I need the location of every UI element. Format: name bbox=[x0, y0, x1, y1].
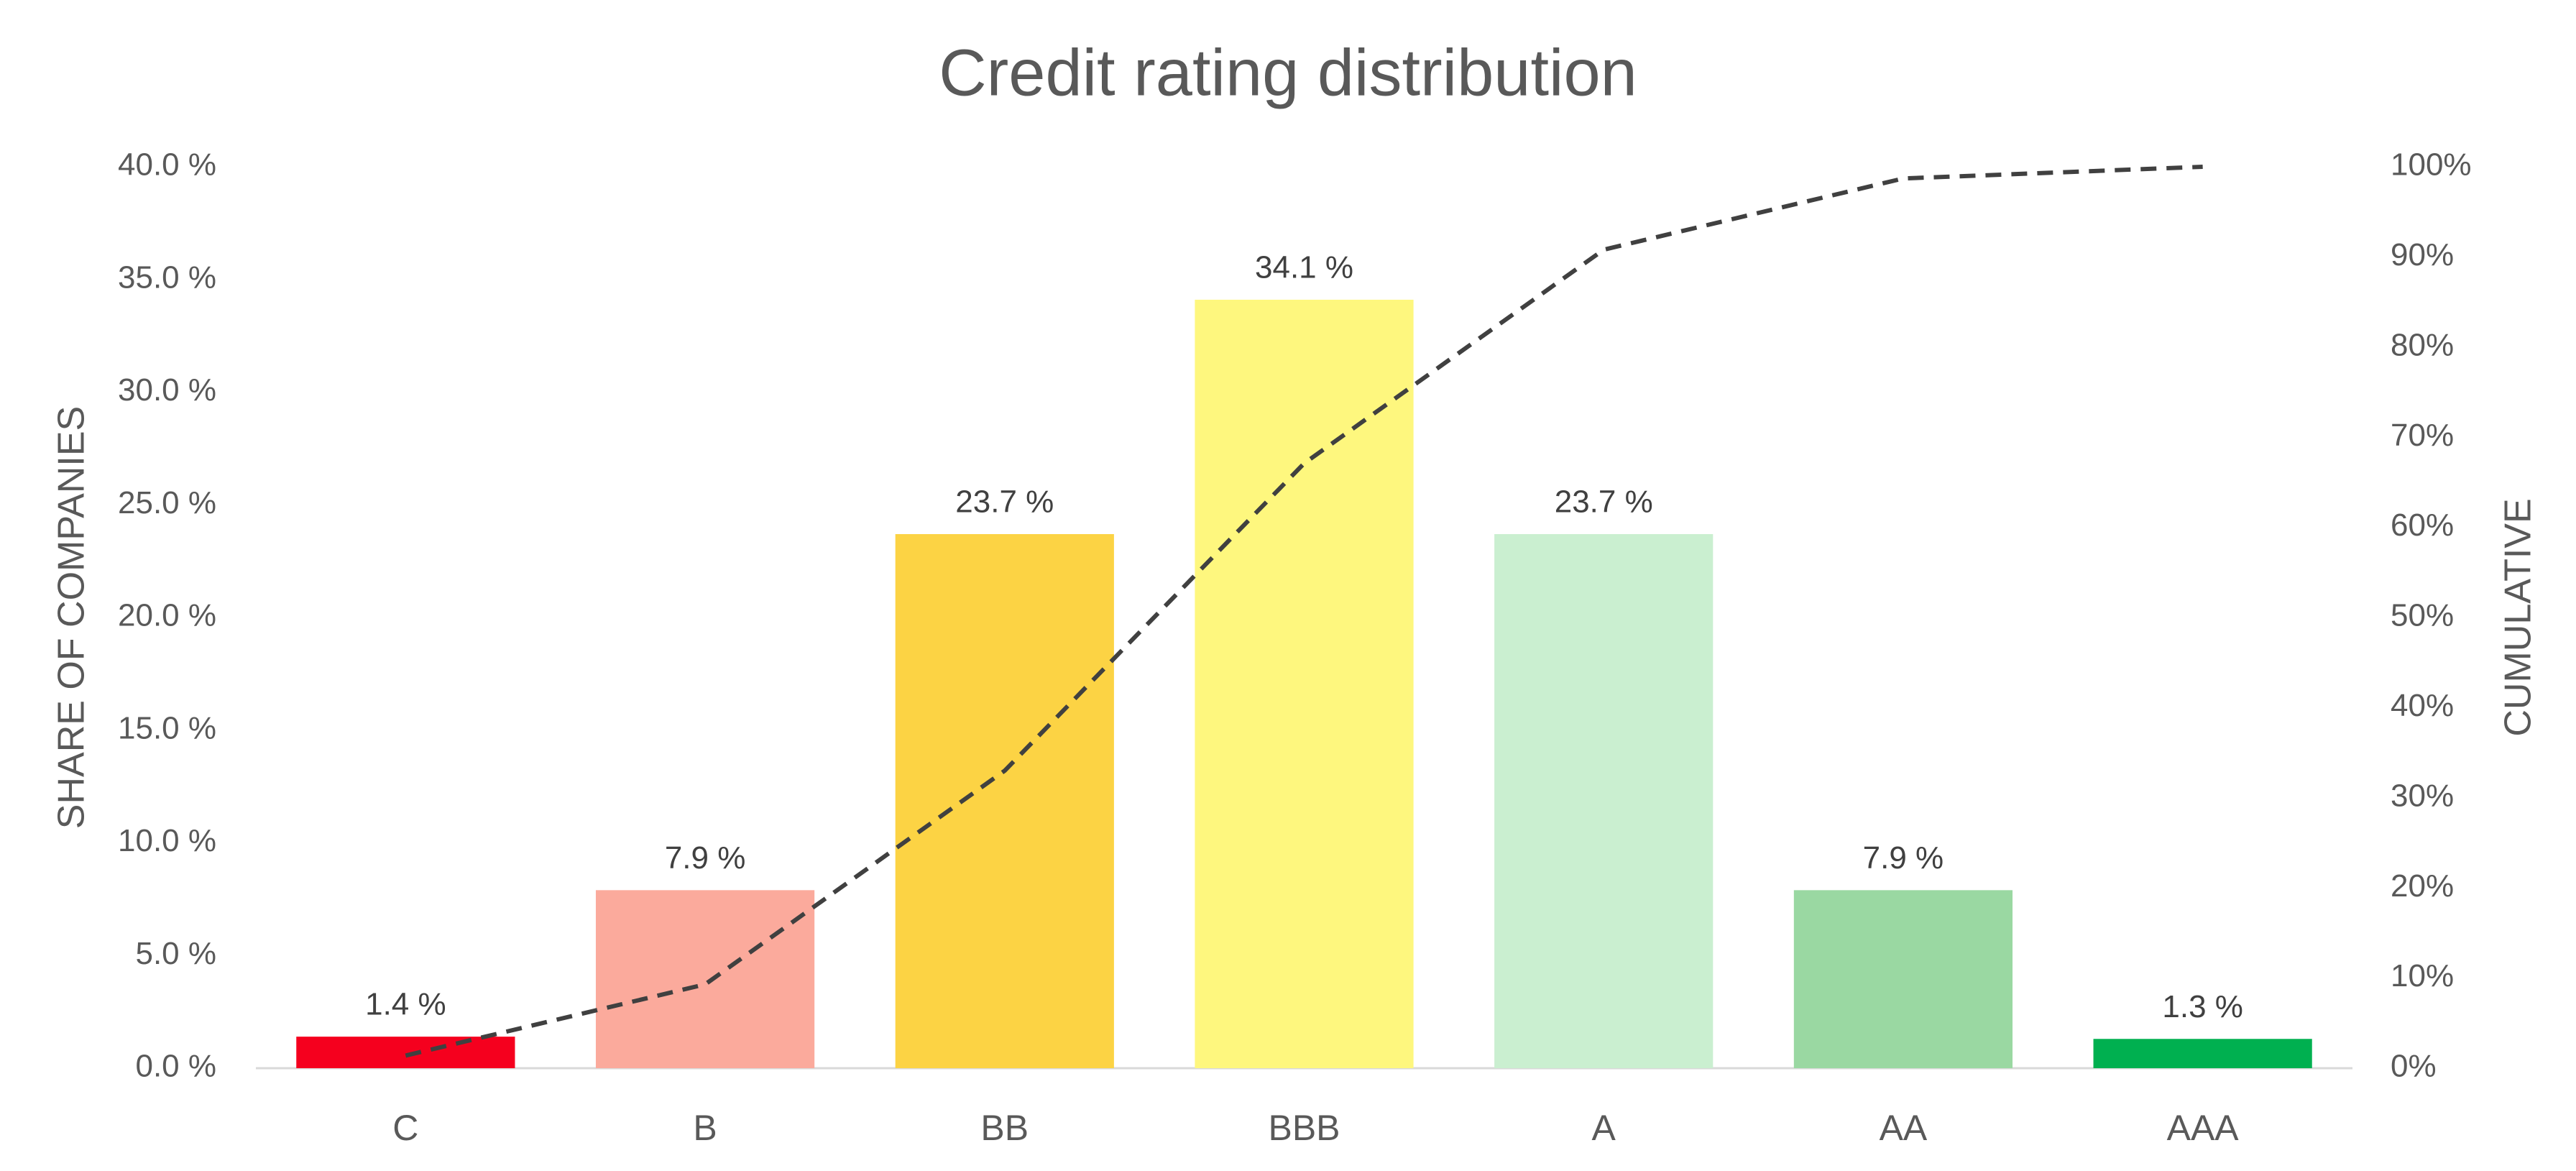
y2-tick-label: 0% bbox=[2391, 1049, 2437, 1084]
x-tick-label: C bbox=[392, 1108, 418, 1148]
y-tick-label: 0.0 % bbox=[135, 1049, 216, 1084]
y-tick-label: 40.0 % bbox=[118, 147, 216, 183]
y-tick-label: 20.0 % bbox=[118, 598, 216, 633]
y-tick-label: 30.0 % bbox=[118, 372, 216, 408]
y-tick-label: 15.0 % bbox=[118, 710, 216, 745]
y2-tick-label: 40% bbox=[2391, 688, 2454, 723]
y2-tick-label: 20% bbox=[2391, 868, 2454, 904]
bar bbox=[296, 1037, 515, 1068]
x-tick-label: A bbox=[1592, 1108, 1616, 1148]
y-tick-label: 25.0 % bbox=[118, 485, 216, 520]
x-tick-label: BBB bbox=[1268, 1108, 1340, 1148]
data-label: 1.4 % bbox=[365, 987, 446, 1022]
data-label: 1.3 % bbox=[2162, 989, 2243, 1024]
y2-tick-label: 90% bbox=[2391, 237, 2454, 272]
x-tick-label: AAA bbox=[2167, 1108, 2240, 1148]
y-tick-label: 35.0 % bbox=[118, 260, 216, 295]
y2-axis-title: CUMULATIVE bbox=[2498, 498, 2539, 736]
data-label: 23.7 % bbox=[955, 485, 1054, 520]
bar bbox=[895, 534, 1114, 1068]
y-tick-label: 10.0 % bbox=[118, 823, 216, 858]
x-tick-label: B bbox=[693, 1108, 717, 1148]
data-label: 34.1 % bbox=[1255, 250, 1353, 285]
bar bbox=[1793, 890, 2013, 1068]
y2-tick-label: 50% bbox=[2391, 598, 2454, 633]
data-label: 7.9 % bbox=[1863, 840, 1944, 876]
y2-tick-label: 10% bbox=[2391, 958, 2454, 993]
y-axis-title: SHARE OF COMPANIES bbox=[51, 406, 93, 829]
y2-tick-label: 100% bbox=[2391, 147, 2472, 183]
chart-title: Credit rating distribution bbox=[939, 36, 1637, 109]
data-label: 7.9 % bbox=[665, 840, 746, 876]
bar bbox=[1494, 534, 1714, 1068]
y2-tick-label: 30% bbox=[2391, 778, 2454, 813]
bar bbox=[2093, 1039, 2312, 1068]
y2-tick-label: 80% bbox=[2391, 327, 2454, 362]
data-label: 23.7 % bbox=[1555, 485, 1653, 520]
x-tick-label: AA bbox=[1880, 1108, 1928, 1148]
y2-tick-label: 60% bbox=[2391, 508, 2454, 543]
y-tick-label: 5.0 % bbox=[135, 936, 216, 971]
y2-tick-label: 70% bbox=[2391, 418, 2454, 453]
x-tick-label: BB bbox=[980, 1108, 1029, 1148]
bar bbox=[1195, 299, 1414, 1069]
bar bbox=[595, 890, 815, 1068]
